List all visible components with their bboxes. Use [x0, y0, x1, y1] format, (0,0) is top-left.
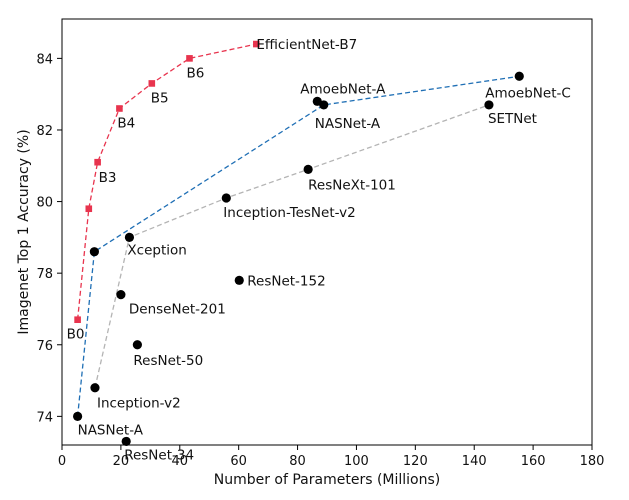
y-tick-label: 78 [36, 267, 53, 282]
efficientnet-point [186, 55, 193, 62]
model-point [89, 247, 99, 257]
model-label: AmoebNet-A [300, 81, 386, 97]
y-tick-label: 84 [36, 52, 53, 67]
efficientnet-label: EfficientNet-B7 [256, 37, 357, 53]
blue-frontier-line [76, 75, 520, 417]
plot-frame [61, 18, 593, 446]
model-label: AmoebNet-C [485, 85, 571, 101]
model-point [514, 71, 524, 81]
model-point [132, 340, 142, 350]
efficientnet-point [253, 40, 260, 48]
y-tick-label: 82 [36, 124, 53, 139]
y-tick-label: 76 [36, 339, 53, 354]
efficientnet-point [148, 80, 156, 87]
x-tick-label: 120 [403, 454, 428, 469]
model-label: NASNet-A [315, 116, 381, 132]
efficientnet-point [116, 105, 123, 112]
x-tick-label: 160 [521, 454, 546, 469]
model-label: Xception [127, 242, 186, 258]
x-axis-ticks: 0 20 40 60 80 100 120 140 160 180 [58, 445, 605, 469]
x-tick-label: 60 [230, 454, 247, 469]
x-tick-label: 40 [172, 454, 189, 469]
model-label: ResNet-50 [133, 353, 203, 369]
efficientnet-label: B0 [67, 327, 85, 343]
model-point [303, 164, 313, 174]
y-tick-label: 74 [36, 410, 53, 425]
model-label: Inception-v2 [97, 396, 181, 412]
model-label: ResNet-34 [124, 447, 194, 463]
x-tick-label: 140 [462, 454, 487, 469]
efficientnet-label: B5 [151, 90, 169, 106]
efficientnet-point [85, 205, 93, 213]
x-tick-label: 80 [289, 454, 306, 469]
x-tick-label: 180 [580, 454, 605, 469]
model-label: DenseNet-201 [129, 302, 226, 318]
y-axis-title: Imagenet Top 1 Accuracy (%) [16, 129, 32, 334]
efficientnet-label: B4 [117, 115, 135, 131]
model-point [221, 193, 231, 203]
x-axis-title: Number of Parameters (Millions) [214, 472, 441, 488]
model-label: NASNet-A [78, 422, 144, 438]
model-point [116, 290, 126, 300]
y-axis-ticks: 74 76 78 80 82 84 [36, 52, 62, 425]
x-tick-label: 20 [113, 454, 130, 469]
efficientnet-point [94, 158, 101, 166]
model-point [484, 100, 494, 110]
efficientnet-label: B6 [186, 65, 204, 81]
model-point [312, 96, 322, 106]
x-tick-label: 100 [344, 454, 369, 469]
model-label: SETNet [488, 111, 537, 127]
model-point [73, 411, 83, 421]
model-point [124, 232, 135, 242]
y-tick-label: 80 [36, 196, 53, 211]
efficientnet-point [74, 316, 81, 324]
model-point [121, 436, 131, 447]
model-label: Inception-TesNet-v2 [223, 205, 355, 221]
point-labels: NASNet-A Inception-v2 ResNet-34 DenseNet-20… [67, 37, 571, 463]
x-tick-label: 0 [58, 454, 66, 469]
model-label: ResNeXt-101 [308, 177, 396, 193]
data-points [73, 40, 524, 447]
model-point [90, 383, 100, 393]
model-point [234, 275, 244, 285]
efficientnet-label: B3 [99, 170, 117, 186]
model-label: ResNet-152 [247, 273, 325, 289]
